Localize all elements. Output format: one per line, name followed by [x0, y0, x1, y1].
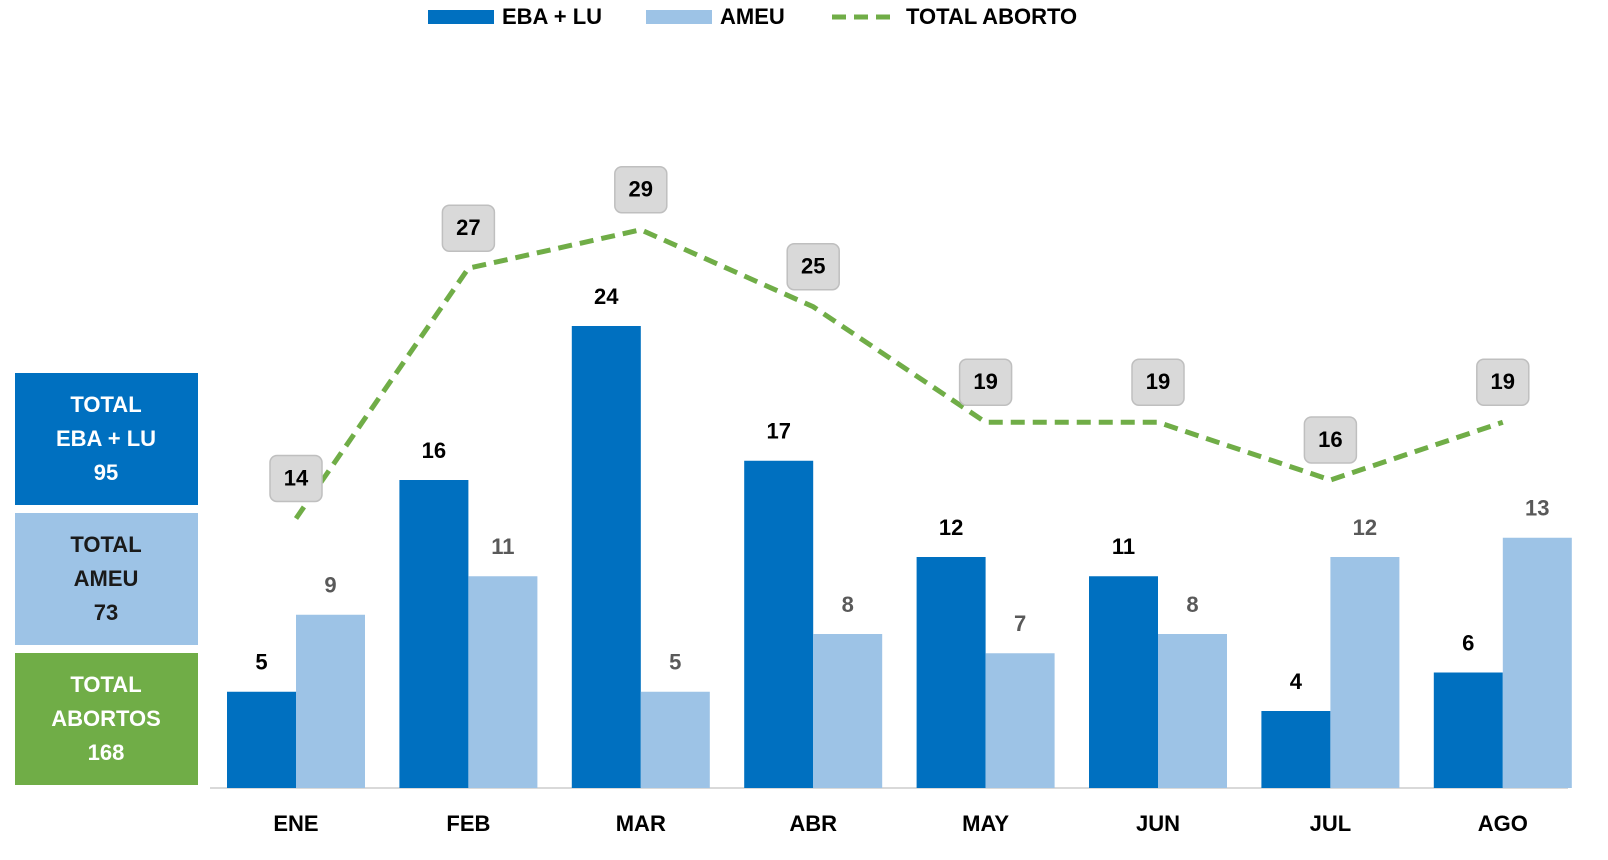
bar: [916, 557, 986, 788]
bar: [1502, 537, 1572, 788]
data-label: 14: [284, 465, 309, 490]
summary-value: 168: [88, 740, 125, 765]
data-label: 13: [1525, 496, 1549, 521]
data-label-box: [269, 454, 323, 503]
data-label-box: [1303, 416, 1358, 464]
line: [293, 227, 1504, 520]
x-tick-label: MAR: [616, 811, 666, 836]
x-tick-label: JUN: [1136, 811, 1180, 836]
bar: [1089, 576, 1158, 788]
bar: [399, 480, 469, 788]
summary-label: TOTAL: [70, 392, 141, 417]
data-label: 11: [491, 534, 514, 559]
data-label: 19: [1146, 369, 1170, 394]
bar: [571, 326, 641, 788]
bar: [227, 691, 296, 788]
bar: [468, 576, 538, 788]
data-label-box: [958, 358, 1013, 406]
data-label: 8: [842, 592, 854, 617]
data-label-box: [1476, 358, 1530, 406]
data-label: 6: [1462, 630, 1474, 655]
summary-label: ABORTOS: [51, 706, 161, 731]
data-label: 29: [629, 177, 653, 202]
summary-label: TOTAL: [70, 532, 141, 557]
data-label: 8: [1186, 592, 1198, 617]
data-label-box: [441, 204, 496, 252]
bar: [296, 614, 365, 788]
data-label: 5: [255, 650, 267, 675]
x-tick-label: FEB: [446, 811, 490, 836]
summary-box: [15, 653, 198, 785]
summary-box: [15, 513, 198, 645]
legend-swatch: [428, 10, 494, 24]
data-label: 19: [973, 369, 997, 394]
summary-value: 73: [94, 600, 118, 625]
summary-label: AMEU: [74, 566, 139, 591]
legend-label: AMEU: [720, 4, 785, 29]
legend-label: TOTAL ABORTO: [906, 4, 1077, 29]
data-label: 19: [1491, 369, 1515, 394]
bar: [1433, 672, 1503, 788]
legend-swatch: [646, 10, 712, 24]
data-label: 25: [801, 254, 825, 279]
x-tick-label: ABR: [789, 811, 837, 836]
x-tick-label: AGO: [1478, 811, 1528, 836]
data-label: 5: [669, 650, 681, 675]
data-label: 17: [766, 419, 790, 444]
data-label: 12: [939, 515, 963, 540]
x-tick-label: MAY: [962, 811, 1009, 836]
data-label: 12: [1353, 515, 1377, 540]
bar: [640, 691, 710, 788]
bar: [985, 653, 1055, 788]
summary-label: TOTAL: [70, 672, 141, 697]
bar: [813, 634, 883, 788]
summary-label: EBA + LU: [56, 426, 156, 451]
data-label: 16: [1318, 427, 1342, 452]
x-tick-label: ENE: [273, 811, 318, 836]
bar: [1330, 557, 1400, 788]
legend-label: EBA + LU: [502, 4, 602, 29]
data-label: 7: [1014, 611, 1026, 636]
data-label: 11: [1112, 534, 1135, 559]
data-label: 24: [594, 284, 619, 309]
data-label: 9: [324, 573, 336, 598]
bar: [744, 460, 814, 788]
data-label-box: [1131, 358, 1185, 406]
bar: [1158, 634, 1227, 788]
data-label: 4: [1290, 669, 1303, 694]
summary-box: [15, 373, 198, 505]
x-tick-label: JUL: [1310, 811, 1352, 836]
data-label-box: [786, 243, 840, 291]
bar: [1261, 711, 1331, 788]
data-label-box: [614, 166, 668, 214]
data-label: 27: [456, 215, 480, 240]
data-label: 16: [422, 438, 446, 463]
summary-value: 95: [94, 460, 118, 485]
